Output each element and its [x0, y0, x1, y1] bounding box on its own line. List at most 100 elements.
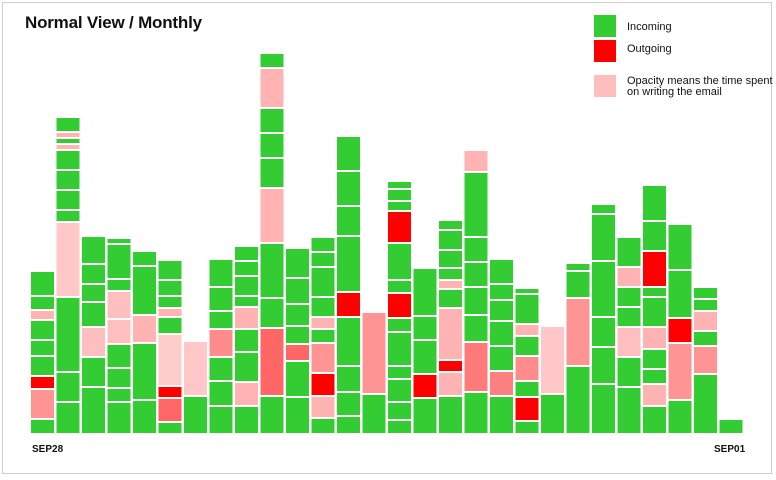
- outgoing-block: [56, 133, 80, 137]
- legend-opacity: Opacity means the time spent on writing …: [594, 75, 776, 98]
- incoming-block: [515, 289, 539, 293]
- incoming-block: [158, 297, 182, 307]
- incoming-block: [668, 401, 692, 433]
- bar-column: [617, 238, 641, 433]
- incoming-block: [286, 249, 309, 277]
- incoming-block: [668, 271, 692, 317]
- incoming-block: [56, 403, 80, 433]
- bar-column: [643, 186, 666, 433]
- incoming-block: [464, 288, 488, 314]
- bar-column: [592, 205, 615, 433]
- bar-column: [82, 237, 105, 433]
- incoming-block: [235, 353, 258, 381]
- outgoing-block: [490, 372, 513, 395]
- incoming-block: [82, 388, 105, 433]
- bar-column: [413, 269, 437, 433]
- outgoing-block: [235, 383, 258, 405]
- incoming-block: [439, 290, 462, 307]
- outgoing-block: [617, 268, 641, 286]
- incoming-block: [235, 330, 258, 351]
- incoming-block: [388, 319, 411, 331]
- incoming-block: [82, 303, 105, 326]
- legend-incoming: Incoming: [594, 15, 672, 37]
- bar-column: [311, 238, 335, 433]
- bar-column: [362, 313, 386, 433]
- outgoing-block: [439, 361, 462, 371]
- incoming-block: [56, 118, 80, 131]
- incoming-block: [82, 285, 105, 301]
- incoming-block: [490, 322, 513, 345]
- incoming-block: [337, 137, 360, 170]
- incoming-block: [311, 268, 335, 296]
- incoming-block: [311, 238, 335, 251]
- incoming-block: [56, 191, 80, 209]
- outgoing-block: [82, 328, 105, 356]
- bar-column: [184, 342, 207, 433]
- incoming-block: [260, 109, 284, 132]
- incoming-block: [31, 297, 54, 309]
- incoming-block: [107, 369, 131, 387]
- incoming-block: [209, 288, 233, 310]
- incoming-block: [260, 134, 284, 157]
- incoming-block: [31, 272, 54, 295]
- incoming-block: [464, 393, 488, 433]
- outgoing-block: [439, 309, 462, 359]
- incoming-block: [413, 341, 437, 373]
- incoming-block: [56, 171, 80, 189]
- incoming-block: [260, 299, 284, 327]
- outgoing-block: [413, 375, 437, 397]
- outgoing-block: [694, 312, 717, 330]
- incoming-block: [133, 267, 156, 314]
- incoming-block: [413, 317, 437, 339]
- outgoing-block: [209, 330, 233, 356]
- outgoing-block: [311, 397, 335, 417]
- incoming-block: [515, 422, 539, 433]
- incoming-block: [643, 222, 666, 250]
- incoming-block: [490, 301, 513, 320]
- outgoing-block: [541, 327, 564, 393]
- incoming-block: [490, 397, 513, 433]
- incoming-block: [413, 399, 437, 433]
- incoming-block: [107, 245, 131, 278]
- incoming-block: [515, 337, 539, 355]
- incoming-block: [235, 247, 258, 260]
- incoming-block: [592, 385, 615, 433]
- legend-incoming-label: Incoming: [627, 21, 672, 33]
- incoming-block: [617, 358, 641, 386]
- incoming-block: [439, 221, 462, 229]
- bar-column: [337, 137, 360, 433]
- incoming-block: [82, 265, 105, 283]
- outgoing-block: [362, 313, 386, 393]
- incoming-block: [439, 251, 462, 267]
- outgoing-block: [133, 316, 156, 342]
- bar-column: [566, 264, 590, 433]
- bar-column: [56, 118, 80, 433]
- bar-column: [31, 272, 54, 433]
- outgoing-block: [311, 374, 335, 395]
- outgoing-block: [668, 319, 692, 342]
- incoming-block: [235, 297, 258, 306]
- outgoing-block: [439, 373, 462, 395]
- incoming-block: [515, 295, 539, 323]
- outgoing-block: [515, 357, 539, 380]
- outgoing-block: [643, 252, 666, 286]
- outgoing-block: [617, 328, 641, 356]
- bar-column: [107, 239, 131, 433]
- incoming-block: [184, 397, 207, 433]
- incoming-block: [566, 272, 590, 297]
- outgoing-block: [158, 309, 182, 316]
- outgoing-block: [643, 385, 666, 405]
- incoming-block: [541, 395, 564, 433]
- incoming-block: [592, 348, 615, 383]
- outgoing-block: [260, 329, 284, 395]
- incoming-block: [388, 380, 411, 401]
- bar-column: [668, 225, 692, 433]
- outgoing-block: [311, 344, 335, 372]
- incoming-block: [490, 285, 513, 299]
- incoming-block: [464, 238, 488, 261]
- incoming-block: [235, 262, 258, 275]
- incoming-block: [617, 388, 641, 433]
- outgoing-block: [337, 293, 360, 316]
- incoming-block: [388, 367, 411, 378]
